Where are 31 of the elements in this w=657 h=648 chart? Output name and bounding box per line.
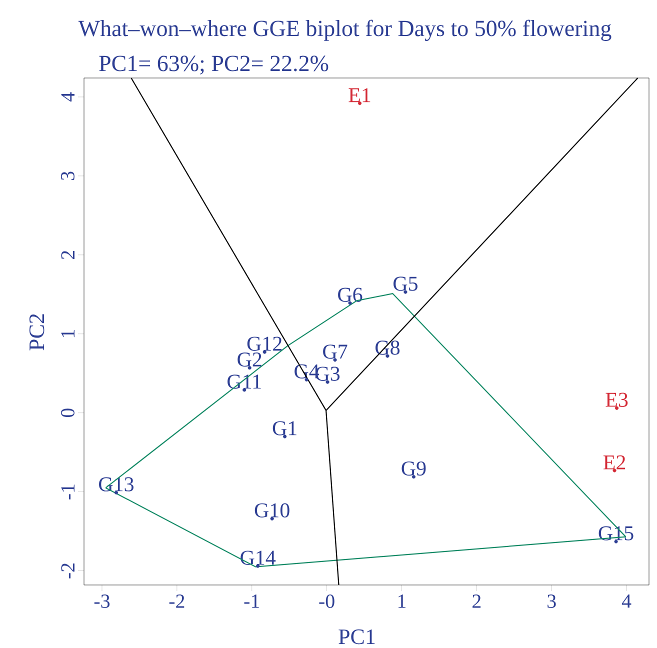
x-tick-label: 1 [398, 594, 406, 608]
data-label: G12 [247, 336, 282, 351]
y-tick-label: 3 [61, 172, 74, 180]
y-tick-label: 4 [61, 92, 74, 102]
y-tick-label: -1 [61, 484, 74, 500]
data-label: G9 [402, 461, 426, 476]
data-label: G6 [338, 288, 362, 302]
data-label: G10 [254, 503, 290, 518]
x-tick-label: 3 [548, 594, 556, 608]
y-tick-label: -2 [61, 564, 74, 578]
x-tick-label: 2 [472, 594, 481, 608]
x-tick-label: -0 [319, 594, 334, 608]
data-label: G1 [272, 421, 296, 436]
chart-subtitle: PC1= 63%; PC2= 22.2% [99, 56, 328, 75]
data-label: G2 [238, 352, 262, 367]
data-label: E3 [606, 392, 628, 407]
x-tick-label: -2 [169, 594, 184, 608]
data-label: E2 [603, 455, 626, 470]
x-axis-title: PC1 [338, 629, 375, 644]
data-label: G14 [240, 550, 276, 565]
data-label: E1 [348, 88, 370, 102]
x-tick-label: 4 [622, 594, 632, 608]
x-tick-label: -3 [94, 594, 110, 608]
y-tick-label: 0 [60, 408, 74, 418]
y-tick-label: 1 [61, 330, 74, 338]
x-tick-label: -1 [244, 594, 259, 608]
y-axis-title: PC2 [29, 314, 44, 350]
y-tick-label: 2 [61, 250, 74, 260]
chart-title: What–won–where GGE biplot for Days to 50% flowering [78, 20, 612, 41]
data-label: G5 [394, 276, 418, 291]
data-label: G7 [323, 344, 348, 359]
